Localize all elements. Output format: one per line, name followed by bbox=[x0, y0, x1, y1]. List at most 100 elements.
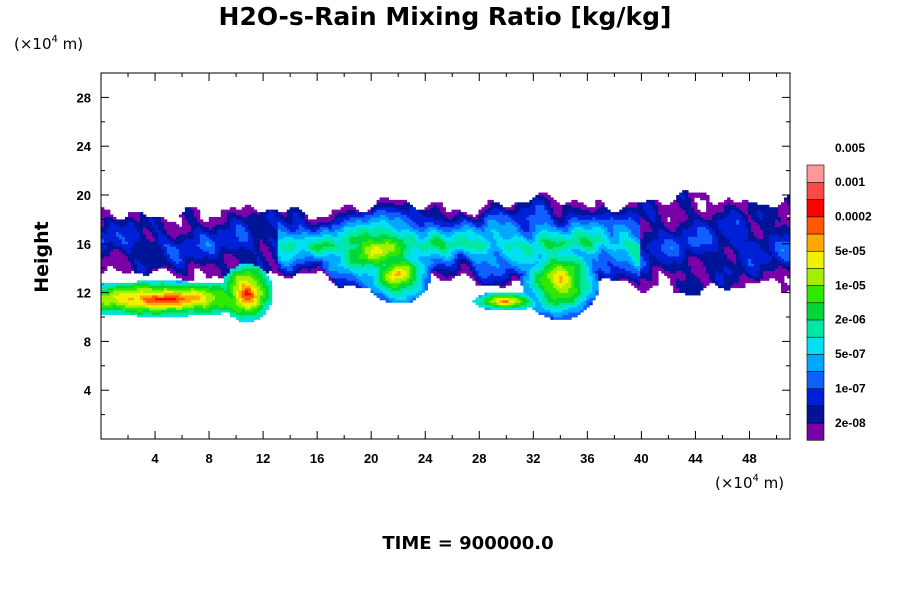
heatmap-cell bbox=[415, 285, 422, 289]
heatmap-cell bbox=[223, 304, 228, 308]
heatmap-cell bbox=[178, 282, 183, 286]
heatmap-cell bbox=[148, 285, 210, 289]
heatmap-cell bbox=[184, 263, 189, 267]
heatmap-cell bbox=[235, 231, 249, 235]
heatmap-cell bbox=[733, 282, 746, 286]
heatmap-cell bbox=[229, 207, 237, 211]
heatmap-cell bbox=[259, 243, 267, 247]
heatmap-cell bbox=[280, 256, 294, 259]
heatmap-cell bbox=[181, 212, 195, 215]
heatmap-cell bbox=[229, 268, 234, 272]
heatmap-cell bbox=[490, 299, 497, 303]
heatmap-cell bbox=[139, 216, 150, 220]
heatmap-cell bbox=[160, 219, 168, 223]
heatmap-cell bbox=[457, 212, 464, 215]
heatmap-cell bbox=[757, 212, 764, 215]
heatmap-cell bbox=[217, 231, 237, 235]
heatmap-cell bbox=[418, 224, 425, 228]
heatmap-cell bbox=[628, 234, 635, 237]
heatmap-cell bbox=[535, 292, 539, 296]
heatmap-cell bbox=[172, 258, 183, 262]
heatmap-cell bbox=[565, 236, 572, 240]
heatmap-cell bbox=[559, 280, 563, 284]
heatmap-cell bbox=[505, 268, 515, 272]
heatmap-cell bbox=[382, 290, 389, 293]
heatmap-cell bbox=[445, 256, 449, 259]
heatmap-cell bbox=[550, 280, 554, 284]
heatmap-cell bbox=[238, 299, 243, 303]
heatmap-cell bbox=[109, 292, 120, 296]
heatmap-cell bbox=[475, 273, 479, 276]
heatmap-cell bbox=[688, 263, 704, 267]
heatmap-cell bbox=[583, 243, 593, 247]
heatmap-cell bbox=[421, 277, 425, 281]
heatmap-cell bbox=[577, 304, 584, 308]
heatmap-cell bbox=[658, 207, 683, 211]
heatmap-cell bbox=[277, 260, 282, 264]
heatmap-cell bbox=[190, 312, 195, 315]
heatmap-cell bbox=[184, 238, 201, 242]
heatmap-cell bbox=[430, 253, 440, 257]
heatmap-cell bbox=[595, 199, 602, 203]
heatmap-cell bbox=[112, 265, 132, 269]
heatmap-cell bbox=[583, 256, 599, 259]
heatmap-cell bbox=[499, 234, 515, 237]
heatmap-cell bbox=[223, 260, 240, 264]
heatmap-cell bbox=[706, 268, 725, 272]
heatmap-cell bbox=[265, 256, 273, 259]
heatmap-cell bbox=[472, 216, 479, 220]
heatmap-cell bbox=[583, 263, 587, 267]
heatmap-cell bbox=[373, 226, 386, 230]
heatmap-cell bbox=[424, 265, 428, 269]
heatmap-cell bbox=[778, 253, 791, 257]
heatmap-cell bbox=[184, 297, 201, 301]
heatmap-cell bbox=[388, 241, 398, 245]
heatmap-cell bbox=[391, 270, 398, 274]
heatmap-cell bbox=[622, 207, 644, 211]
heatmap-cell bbox=[388, 251, 401, 254]
heatmap-cell bbox=[535, 204, 545, 208]
heatmap-cell bbox=[640, 234, 644, 237]
heatmap-cell bbox=[598, 253, 611, 257]
heatmap-cell bbox=[421, 273, 428, 276]
heatmap-cell bbox=[388, 282, 401, 286]
heatmap-cell bbox=[451, 263, 458, 267]
heatmap-cell bbox=[526, 238, 536, 242]
heatmap-cell bbox=[163, 292, 183, 296]
heatmap-cell bbox=[397, 241, 404, 245]
heatmap-cell bbox=[628, 246, 641, 250]
heatmap-cell bbox=[535, 238, 539, 242]
heatmap-cell bbox=[745, 212, 749, 215]
heatmap-cell bbox=[415, 275, 419, 279]
heatmap-cell bbox=[523, 234, 533, 237]
x-tick-label: 44 bbox=[688, 451, 703, 466]
heatmap-cell bbox=[142, 290, 165, 293]
heatmap-cell bbox=[337, 212, 357, 215]
heatmap-cell bbox=[157, 280, 165, 284]
heatmap-cell bbox=[640, 268, 650, 272]
heatmap-cell bbox=[538, 197, 548, 201]
heatmap-cell bbox=[568, 229, 572, 232]
heatmap-cell bbox=[451, 229, 467, 232]
heatmap-cell bbox=[475, 299, 485, 303]
heatmap-cell bbox=[688, 236, 713, 240]
heatmap-cell bbox=[433, 204, 437, 208]
heatmap-cell bbox=[724, 277, 740, 281]
heatmap-cell bbox=[265, 214, 276, 218]
heatmap-cell bbox=[298, 270, 318, 274]
heatmap-cell bbox=[685, 209, 695, 213]
heatmap-cell bbox=[556, 258, 581, 262]
heatmap-cell bbox=[409, 280, 413, 284]
heatmap-cell bbox=[262, 297, 270, 301]
heatmap-cell bbox=[787, 195, 791, 198]
heatmap-cell bbox=[541, 282, 554, 286]
heatmap-cell bbox=[469, 258, 473, 262]
heatmap-cell bbox=[580, 275, 587, 279]
heatmap-cell bbox=[160, 309, 189, 313]
heatmap-cell bbox=[301, 248, 306, 252]
heatmap-cell bbox=[265, 292, 270, 296]
heatmap-cell bbox=[142, 297, 156, 301]
heatmap-cell bbox=[133, 243, 162, 247]
heatmap-cell bbox=[316, 221, 333, 225]
heatmap-cell bbox=[574, 268, 581, 272]
